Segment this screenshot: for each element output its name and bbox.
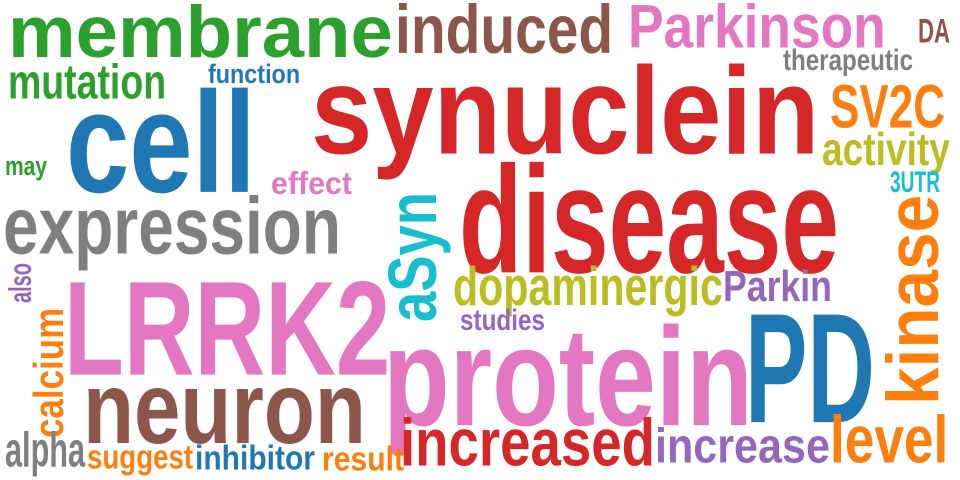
word-function: function bbox=[208, 58, 602, 163]
word-pd: PD bbox=[745, 291, 884, 447]
word-text: mutation bbox=[8, 54, 167, 110]
word-da: DA bbox=[918, 11, 960, 117]
word-text: dopaminergic bbox=[453, 255, 723, 318]
word-dopaminergic: dopaminergic bbox=[453, 259, 960, 364]
word-text: expression bbox=[3, 180, 342, 272]
word-increase: increase bbox=[655, 422, 960, 480]
word-text: neuron bbox=[83, 350, 366, 466]
word-text: calcium bbox=[25, 307, 73, 438]
word-text: increased bbox=[400, 404, 655, 480]
word-level: level bbox=[830, 406, 960, 480]
word-text: 3UTR bbox=[890, 165, 941, 199]
word-text: also bbox=[2, 262, 38, 303]
word-cell: cell bbox=[66, 71, 256, 215]
word-induced: induced bbox=[395, 0, 778, 102]
word-text: PD bbox=[745, 281, 875, 457]
word-lrrk2: LRRK2 bbox=[64, 262, 397, 396]
word-text: induced bbox=[395, 0, 614, 69]
word-text: activity bbox=[822, 123, 950, 175]
word-effect: effect bbox=[271, 165, 538, 270]
word-result: result bbox=[322, 439, 594, 480]
word-text: LRRK2 bbox=[64, 253, 391, 405]
word-synuclein: synuclein bbox=[311, 49, 819, 173]
word-parkin: Parkin bbox=[723, 264, 960, 368]
word-increased: increased bbox=[400, 409, 867, 480]
word-text: Parkin bbox=[723, 261, 832, 311]
word-text: synuclein bbox=[311, 41, 820, 181]
word-expression: expression bbox=[3, 186, 531, 293]
word-text: DA bbox=[918, 11, 951, 51]
word-text: effect bbox=[271, 165, 352, 201]
word-therapeutic: therapeutic bbox=[783, 43, 960, 148]
word-3utr: 3UTR bbox=[890, 165, 960, 270]
word-inhibitor: inhibitor bbox=[195, 438, 595, 480]
word-text: Parkinson bbox=[628, 0, 886, 62]
word-sv2c: SV2C bbox=[830, 77, 960, 182]
word-text: protein bbox=[383, 298, 753, 457]
word-text: inhibitor bbox=[195, 438, 315, 478]
word-text: cell bbox=[66, 62, 256, 224]
word-text: result bbox=[322, 439, 405, 479]
word-activity: activity bbox=[822, 126, 960, 230]
word-text: studies bbox=[460, 303, 546, 337]
word-text: disease bbox=[459, 135, 839, 306]
word-text: membrane bbox=[8, 0, 393, 73]
word-text: therapeutic bbox=[783, 43, 914, 77]
word-text: function bbox=[208, 58, 301, 90]
word-text: alpha bbox=[5, 422, 86, 478]
word-text: increase bbox=[655, 418, 830, 474]
word-mutation: mutation bbox=[8, 58, 430, 162]
word-protein: protein bbox=[383, 307, 753, 447]
word-may: may bbox=[5, 150, 205, 255]
word-text: level bbox=[830, 401, 949, 478]
word-text: suggest bbox=[87, 437, 194, 477]
word-studies: studies bbox=[460, 303, 810, 408]
word-membrane: membrane bbox=[8, 0, 514, 102]
word-text: SV2C bbox=[830, 72, 946, 142]
word-text: may bbox=[5, 150, 48, 182]
word-disease: disease bbox=[459, 144, 839, 296]
word-parkinson: Parkinson bbox=[628, 0, 960, 102]
word-suggest: suggest bbox=[87, 437, 470, 480]
word-alpha: alpha bbox=[5, 426, 266, 480]
word-neuron: neuron bbox=[83, 357, 422, 466]
